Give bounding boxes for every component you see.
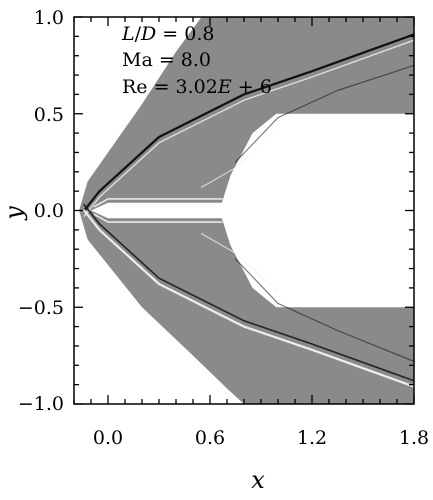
annotation-aspect-ratio: L/D = 0.8 — [121, 23, 214, 45]
boundary-layer-upper — [93, 198, 223, 208]
annotation-reynolds-post: + 6 — [232, 76, 272, 98]
y-tick-label-0: 1.0 — [34, 7, 64, 29]
x-axis-label: x — [251, 466, 265, 494]
boundary-layer-lower — [93, 213, 223, 223]
bow-shock-lower-dark — [83, 203, 414, 382]
annotation-aspect-ratio-d: D — [140, 23, 156, 45]
bow-shock-lower — [83, 209, 414, 388]
y-axis-label: y — [0, 206, 28, 221]
expansion-lower — [200, 233, 279, 293]
y-tick-label-3: −0.5 — [18, 297, 64, 319]
annotation-aspect-ratio-value: = 0.8 — [156, 23, 214, 45]
x-tick-label-2: 1.2 — [297, 427, 327, 449]
axis-ticks — [73, 16, 415, 405]
x-tick-label-3: 1.8 — [399, 427, 429, 449]
field-region-upper — [79, 17, 414, 211]
annotation-reynolds: Re = 3.02E + 6 — [122, 76, 272, 98]
shock-waves — [83, 33, 414, 388]
annotation-aspect-ratio-l: L — [121, 23, 135, 45]
field-region-lower — [79, 210, 414, 404]
x-tick-label-1: 0.6 — [195, 427, 225, 449]
y-tick-label-4: −1.0 — [18, 393, 64, 415]
annotation-reynolds-pre: Re = 3.02 — [122, 76, 218, 98]
bow-shock-upper — [83, 33, 414, 212]
annotation-aspect-ratio-slash: / — [135, 23, 142, 45]
flare-shock-upper — [234, 64, 414, 163]
expansion-upper — [200, 128, 279, 188]
y-tick-label-2: 0.0 — [34, 200, 64, 222]
annotation-reynolds-e: E — [217, 76, 232, 98]
annotation-mach: Ma = 8.0 — [122, 49, 211, 71]
y-tick-label-1: 0.5 — [34, 104, 64, 126]
bow-shock-upper-light — [83, 39, 414, 218]
flare-shock-lower — [234, 258, 414, 362]
x-tick-label-0: 0.0 — [93, 427, 123, 449]
